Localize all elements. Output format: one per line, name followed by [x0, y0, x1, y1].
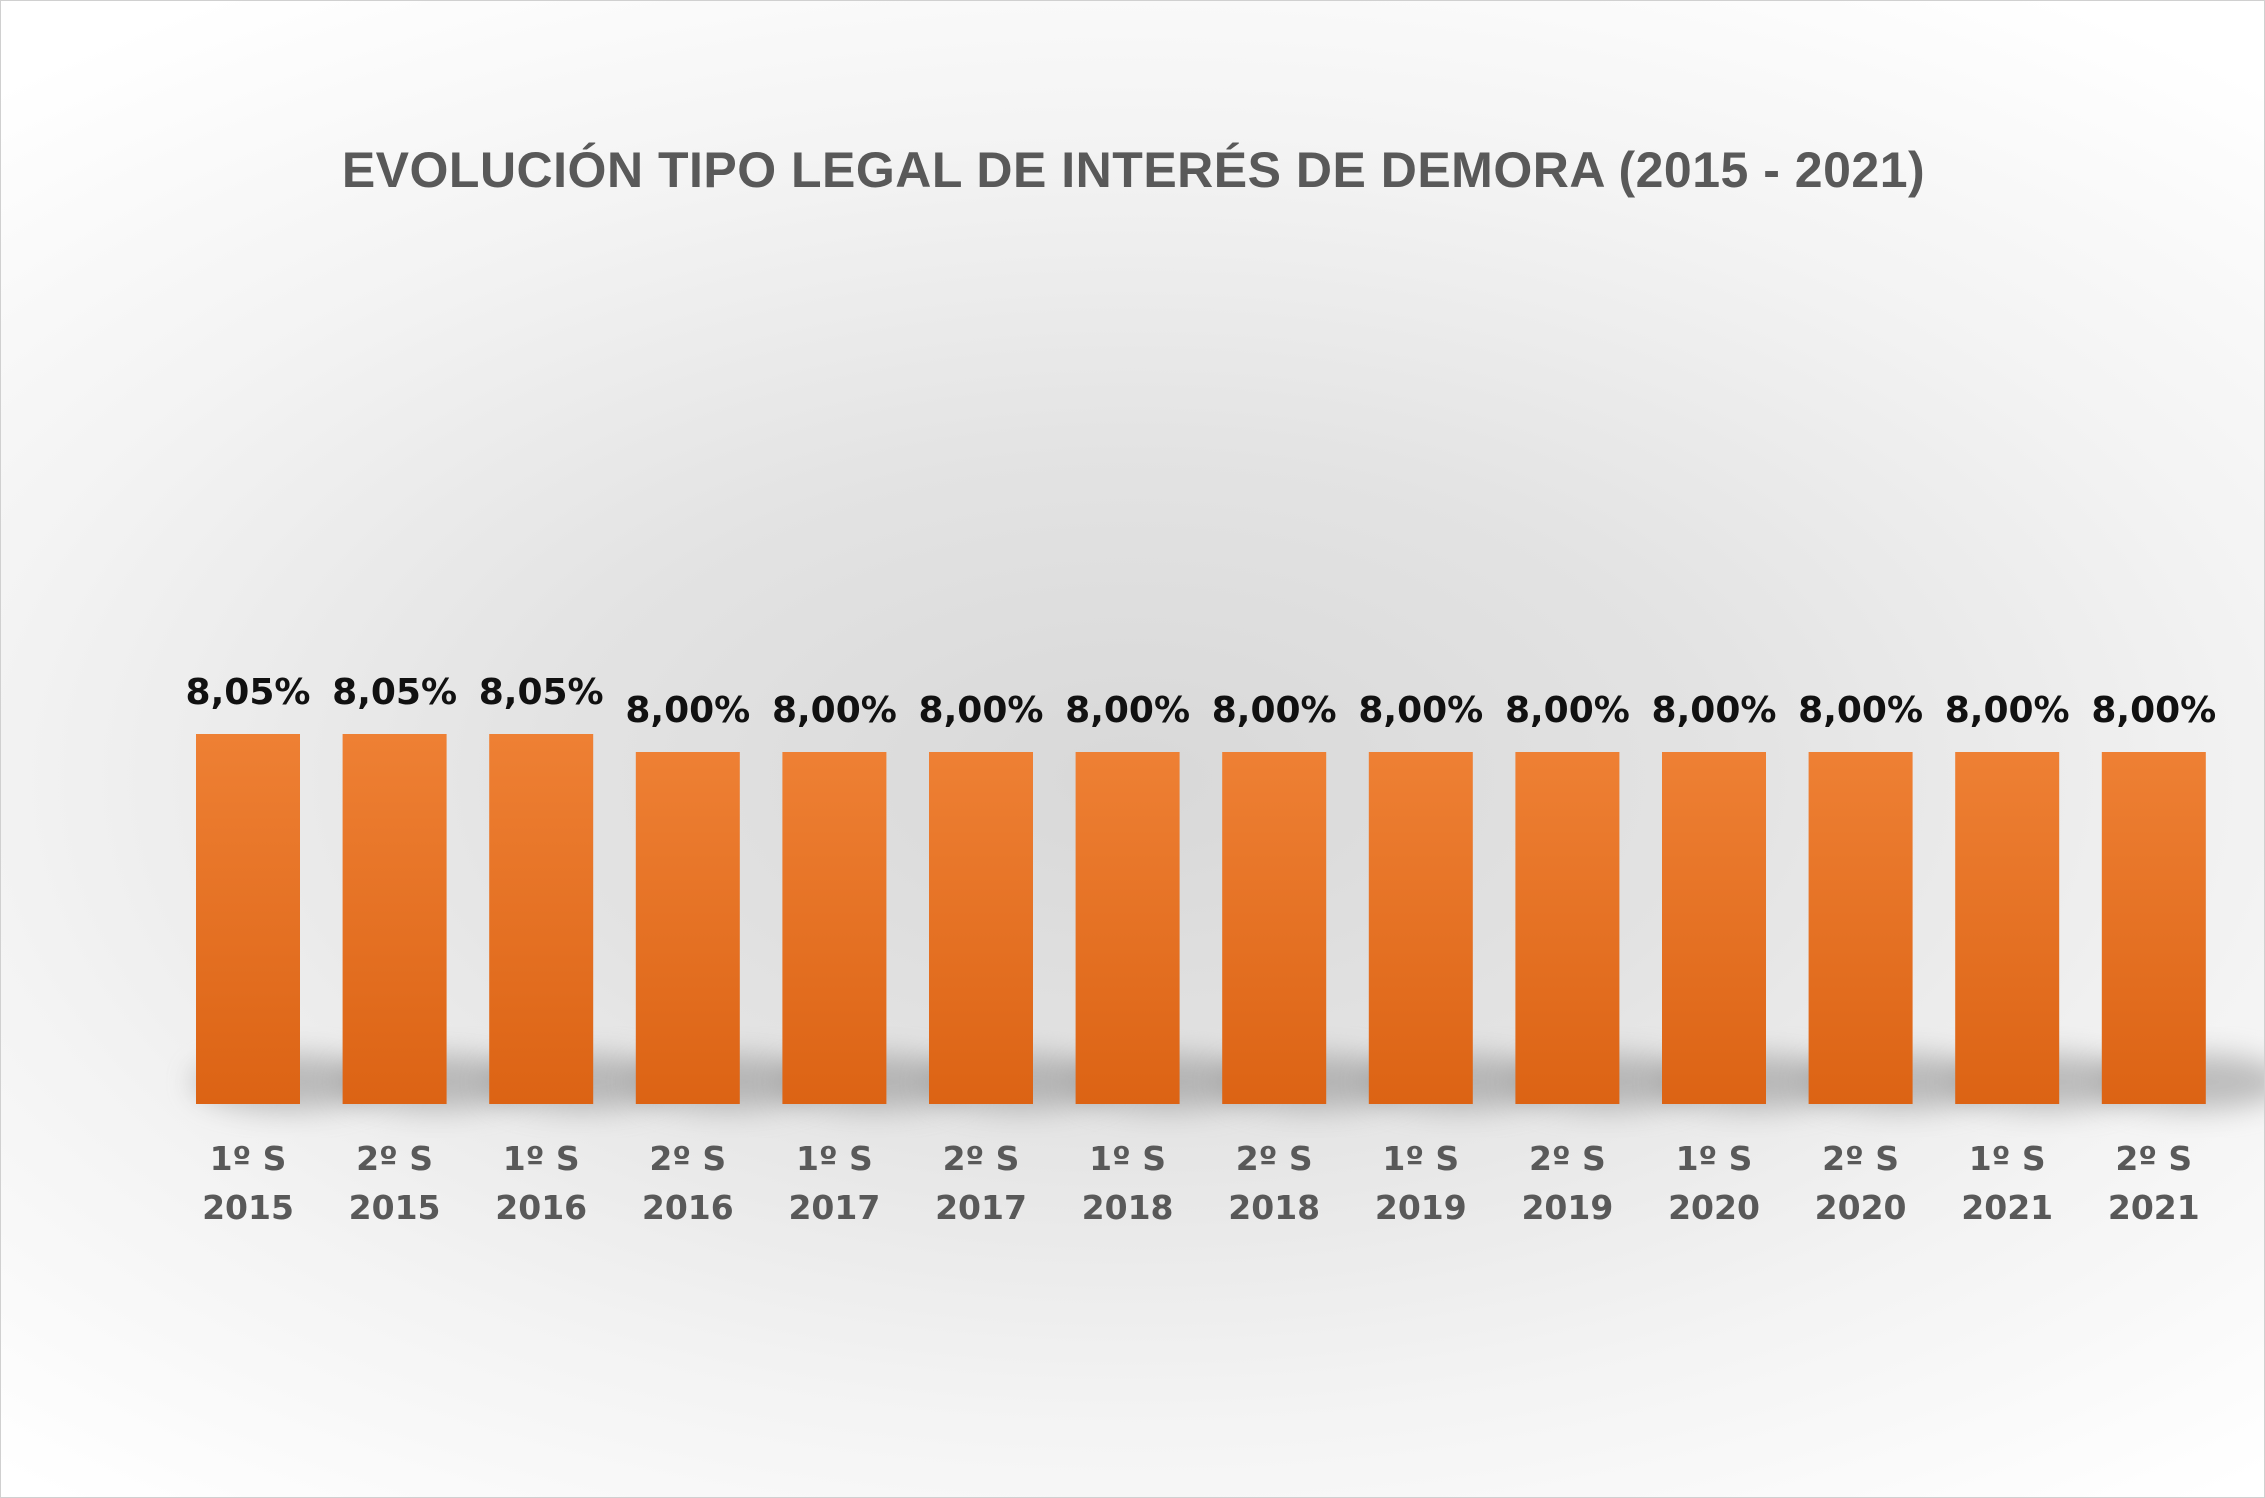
- x-tick-label-semester: 1º S: [210, 1139, 287, 1178]
- value-labels: 8,05% 8,05% 8,05% 8,00% 8,00% 8,00% 8,00% 8,00%…: [186, 672, 2217, 731]
- bar: [342, 734, 447, 1104]
- data-label: 8,00%: [1358, 690, 1483, 731]
- x-tick-label-year: 2017: [788, 1188, 880, 1227]
- x-axis: 1º S 2015 2º S 2015 1º S 2016 2º S 2016 1º S 2017…: [202, 1139, 2200, 1227]
- x-tick-label-year: 2018: [1082, 1188, 1174, 1227]
- x-tick-label-year: 2015: [349, 1188, 441, 1227]
- data-label: 8,00%: [1652, 690, 1777, 731]
- x-tick-label-semester: 1º S: [1676, 1139, 1753, 1178]
- x-tick-label-year: 2015: [202, 1188, 294, 1227]
- x-tick-label-year: 2018: [1228, 1188, 1320, 1227]
- x-tick-label-semester: 1º S: [503, 1139, 580, 1178]
- chart-title: EVOLUCIÓN TIPO LEGAL DE INTERÉS DE DEMOR…: [341, 142, 1926, 198]
- x-tick-label-year: 2019: [1521, 1188, 1613, 1227]
- x-tick-label-semester: 1º S: [1969, 1139, 2046, 1178]
- data-label: 8,00%: [919, 690, 1044, 731]
- x-tick-label-year: 2017: [935, 1188, 1027, 1227]
- bar: [2101, 752, 2206, 1104]
- bar: [782, 752, 887, 1104]
- x-tick-label-year: 2020: [1815, 1188, 1907, 1227]
- data-label: 8,00%: [2091, 690, 2216, 731]
- bar: [1808, 752, 1913, 1104]
- data-label: 8,05%: [186, 672, 311, 713]
- bar: [635, 752, 740, 1104]
- x-tick-label-semester: 2º S: [943, 1139, 1020, 1178]
- data-label: 8,00%: [772, 690, 897, 731]
- x-tick-label-semester: 1º S: [1089, 1139, 1166, 1178]
- x-tick-label-semester: 2º S: [1529, 1139, 1606, 1178]
- x-tick-label-semester: 2º S: [1236, 1139, 1313, 1178]
- data-label: 8,00%: [1065, 690, 1190, 731]
- data-label: 8,05%: [332, 672, 457, 713]
- x-tick-label-semester: 2º S: [1822, 1139, 1899, 1178]
- x-tick-label-semester: 1º S: [1382, 1139, 1459, 1178]
- bar: [1662, 752, 1766, 1104]
- x-tick-label-year: 2020: [1668, 1188, 1760, 1227]
- x-tick-label-semester: 2º S: [356, 1139, 433, 1178]
- data-label: 8,05%: [479, 672, 604, 713]
- x-tick-label-semester: 2º S: [649, 1139, 726, 1178]
- bar: [489, 734, 594, 1104]
- data-label: 8,00%: [1212, 690, 1337, 731]
- bar: [929, 752, 1033, 1104]
- data-label: 8,00%: [1945, 690, 2070, 731]
- x-tick-label-semester: 2º S: [2115, 1139, 2192, 1178]
- bar: [196, 734, 300, 1104]
- x-tick-label-year: 2019: [1375, 1188, 1467, 1227]
- bar: [1368, 752, 1473, 1104]
- bars: [196, 734, 2206, 1104]
- data-label: 8,00%: [1798, 690, 1923, 731]
- data-label: 8,00%: [1505, 690, 1630, 731]
- x-tick-label-year: 2016: [642, 1188, 734, 1227]
- bar: [1075, 752, 1180, 1104]
- bar: [1955, 752, 2060, 1104]
- x-tick-label-year: 2021: [2108, 1188, 2200, 1227]
- x-tick-label-year: 2021: [1961, 1188, 2053, 1227]
- data-label: 8,00%: [625, 690, 750, 731]
- bar: [1515, 752, 1620, 1104]
- x-tick-label-year: 2016: [495, 1188, 587, 1227]
- x-tick-label-semester: 1º S: [796, 1139, 873, 1178]
- bar: [1222, 752, 1327, 1104]
